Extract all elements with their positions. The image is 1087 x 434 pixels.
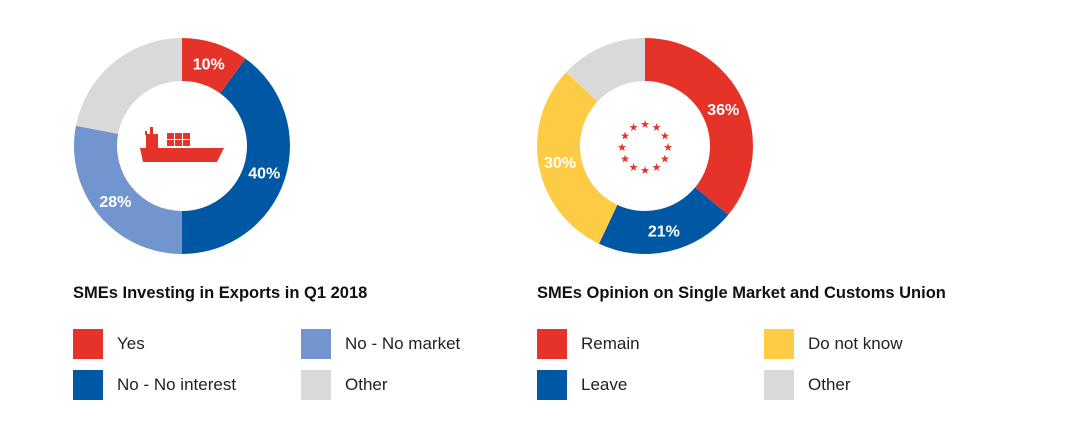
svg-text:★: ★ <box>629 122 639 134</box>
chart-title-opinion: SMEs Opinion on Single Market and Custom… <box>537 284 946 302</box>
chart-title-exports: SMEs Investing in Exports in Q1 2018 <box>73 284 368 302</box>
legend-label: Other <box>808 375 851 394</box>
legend-swatch <box>73 329 103 359</box>
legend-item: Remain <box>537 329 640 359</box>
data-label: 36% <box>707 102 739 119</box>
legend-swatch <box>537 329 567 359</box>
legend-item: Other <box>764 370 851 400</box>
legend-swatch <box>301 370 331 400</box>
legend-label: No - No interest <box>117 375 237 394</box>
legend-item: Do not know <box>764 329 903 359</box>
svg-text:★: ★ <box>660 154 670 166</box>
slice-leave <box>599 187 729 255</box>
legend-item: No - No market <box>301 329 460 359</box>
legend-label: No - No market <box>345 334 461 353</box>
cargo-ship-icon <box>140 127 224 162</box>
svg-text:★: ★ <box>663 142 673 154</box>
slice-other <box>75 38 182 134</box>
svg-text:★: ★ <box>652 162 662 174</box>
legend-label: Other <box>345 375 388 394</box>
data-label: 40% <box>248 166 280 183</box>
data-label: 28% <box>99 194 131 211</box>
svg-text:★: ★ <box>640 119 650 131</box>
slice-remain <box>645 38 754 215</box>
legend-item: Leave <box>537 370 627 400</box>
legend-label: Yes <box>117 334 145 353</box>
slice-no-no-interest <box>182 58 291 255</box>
svg-text:★: ★ <box>617 142 627 154</box>
legend-swatch <box>73 370 103 400</box>
data-label: 10% <box>193 57 225 74</box>
svg-text:★: ★ <box>660 131 670 143</box>
data-label: 21% <box>648 223 680 240</box>
svg-text:★: ★ <box>620 131 630 143</box>
legend-label: Do not know <box>808 334 903 353</box>
legend-label: Leave <box>581 375 628 394</box>
eu-stars-icon: ★ ★★★★★★★★★★★ <box>617 119 673 177</box>
legend-item: Other <box>301 370 388 400</box>
data-label: 30% <box>544 155 576 172</box>
svg-text:★: ★ <box>652 122 662 134</box>
legend-label: Remain <box>581 334 640 353</box>
legend-swatch <box>537 370 567 400</box>
slice-other <box>566 38 645 102</box>
slice-no-no-market <box>74 125 182 254</box>
legend-swatch <box>301 329 331 359</box>
svg-text:★: ★ <box>620 154 630 166</box>
slice-yes <box>182 38 246 94</box>
legend-item: Yes <box>73 329 145 359</box>
legend-swatch <box>764 329 794 359</box>
svg-text:★: ★ <box>629 162 639 174</box>
svg-text:★: ★ <box>640 165 650 177</box>
legend-item: No - No interest <box>73 370 236 400</box>
legend-swatch <box>764 370 794 400</box>
slice-do-not-know <box>536 72 618 244</box>
